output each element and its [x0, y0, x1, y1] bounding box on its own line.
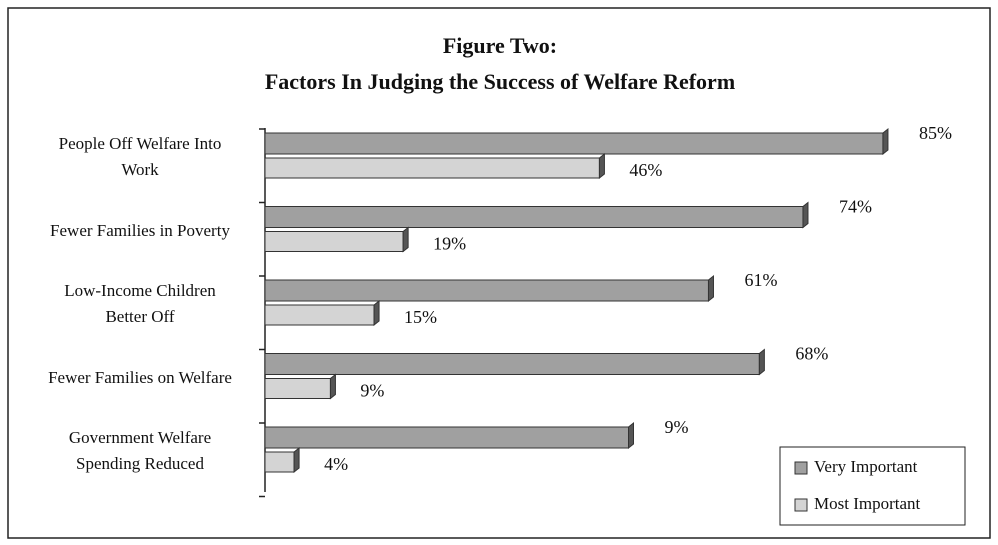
- value-label: 9%: [665, 417, 689, 437]
- legend-swatch: [794, 461, 808, 475]
- value-label: 19%: [433, 234, 466, 254]
- bar-depth: [329, 373, 336, 400]
- category-label: Fewer Families in Poverty: [50, 220, 230, 240]
- bar: [264, 132, 884, 155]
- bar-depth: [402, 226, 409, 253]
- bar: [264, 304, 375, 326]
- bar: [264, 426, 629, 449]
- value-label: 15%: [404, 307, 437, 327]
- bar-depth: [293, 446, 300, 474]
- legend-label: Most Important: [814, 494, 921, 513]
- legend: [779, 446, 966, 526]
- value-label: 46%: [629, 160, 662, 180]
- category-label: Low-Income Children Better Off: [64, 281, 216, 326]
- value-label: 9%: [360, 381, 384, 401]
- chart-subtitle: Factors In Judging the Success of Welfar…: [265, 69, 735, 94]
- frame: [7, 7, 991, 539]
- bar-depth: [802, 201, 809, 229]
- bar-depth: [707, 274, 714, 303]
- category-label: Fewer Families on Welfare: [48, 367, 232, 387]
- chart-title: Figure Two:: [443, 33, 557, 58]
- bar: [264, 157, 600, 179]
- value-label: 4%: [324, 454, 348, 474]
- bar-depth: [598, 152, 605, 180]
- bar: [264, 231, 404, 252]
- bar: [264, 451, 295, 473]
- value-label: 61%: [744, 270, 777, 290]
- bar-depth: [628, 421, 634, 450]
- bar: [264, 279, 709, 302]
- category-label: Government Welfare Spending Reduced: [68, 428, 212, 473]
- bar-depth: [758, 348, 765, 376]
- value-label: 74%: [839, 197, 872, 217]
- bar: [264, 353, 760, 375]
- bar-depth: [882, 127, 889, 156]
- legend-swatch: [794, 498, 808, 512]
- category-label: People Off Welfare Into Work: [58, 134, 222, 179]
- bar-depth: [373, 299, 380, 327]
- legend-label: Very Important: [814, 457, 918, 476]
- value-label: 85%: [919, 123, 952, 143]
- bar: [264, 378, 331, 399]
- bar: [264, 206, 804, 228]
- value-label: 68%: [795, 344, 828, 364]
